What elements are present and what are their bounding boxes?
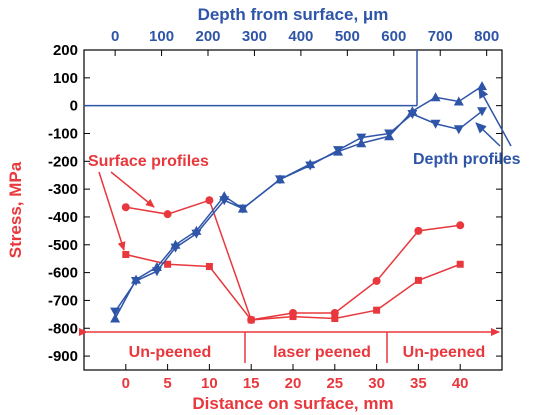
y-tick-label: -900 — [48, 348, 78, 365]
y-tick-label: 100 — [53, 70, 78, 87]
series-line — [114, 110, 483, 312]
data-point — [110, 307, 121, 317]
y-tick-label: -200 — [48, 153, 78, 170]
y-tick-label: -700 — [48, 292, 78, 309]
y-tick-label: -600 — [48, 265, 78, 282]
x2-tick-label: 600 — [381, 28, 406, 45]
data-point — [373, 306, 381, 314]
x2-tick-label: 300 — [242, 28, 267, 45]
data-point — [414, 226, 423, 235]
y-axis: 200 100 0 -100 -200 -300 -400 -500 -600 -700 -800 -… — [48, 42, 502, 365]
depth-series — [110, 107, 488, 317]
data-point — [121, 203, 130, 212]
surface-series — [121, 196, 465, 324]
x-tick-label: 30 — [368, 375, 385, 392]
x-tick-label: 0 — [122, 375, 130, 392]
y-tick-label: -500 — [48, 237, 78, 254]
data-point — [430, 119, 441, 129]
x-tick-label: 25 — [326, 375, 343, 392]
x-tick-label: 35 — [410, 375, 427, 392]
depth-pointer — [475, 122, 501, 147]
data-point — [456, 260, 464, 268]
data-point — [407, 110, 418, 119]
x2-tick-label: 500 — [335, 28, 360, 45]
data-point — [477, 81, 488, 91]
region-label-laser-peened: laser peened — [273, 344, 371, 361]
data-point — [110, 313, 121, 323]
y-tick-label: -800 — [48, 320, 78, 337]
data-point — [164, 260, 172, 268]
data-point — [274, 175, 285, 185]
x2-tick-label: 100 — [149, 28, 174, 45]
depth-profiles-label: Depth profiles — [413, 151, 521, 168]
x-tick-label: 10 — [201, 375, 218, 392]
surface-annotation: Surface profiles — [88, 153, 209, 251]
depth-annotation: Depth profiles — [413, 87, 521, 168]
y-tick-label: -300 — [48, 181, 78, 198]
data-point — [477, 107, 488, 117]
data-point — [289, 313, 297, 321]
region-bar: Un-peened laser peened Un-peened — [79, 328, 500, 363]
data-point — [205, 262, 213, 270]
data-point — [131, 276, 142, 286]
y-axis-label: Stress, MPa — [6, 161, 25, 258]
data-point — [453, 125, 464, 135]
data-point — [430, 92, 441, 102]
y-tick-label: -100 — [48, 125, 78, 142]
surface-series — [122, 251, 464, 324]
x2-tick-label: 700 — [428, 28, 453, 45]
y-tick-label: 0 — [70, 98, 78, 115]
series-line — [125, 199, 461, 321]
data-point — [453, 96, 464, 106]
depth-pointer — [478, 87, 512, 147]
data-point — [247, 316, 255, 324]
data-point — [330, 308, 339, 317]
x2-tick-label: 800 — [474, 28, 499, 45]
data-point — [356, 133, 367, 143]
x-tick-label: 40 — [452, 375, 469, 392]
x-tick-label: 15 — [243, 375, 260, 392]
x2-tick-label: 0 — [111, 28, 119, 45]
data-point — [456, 221, 465, 230]
data-point — [237, 204, 248, 214]
data-point — [191, 229, 202, 239]
y-tick-label: 200 — [53, 42, 78, 59]
data-point — [305, 161, 316, 171]
data-point — [219, 196, 230, 206]
data-point — [163, 210, 172, 219]
surface-profiles-label: Surface profiles — [88, 153, 209, 170]
x-tick-label: 5 — [163, 375, 171, 392]
region-label-unpeened-right: Un-peened — [403, 344, 486, 361]
data-point — [331, 315, 339, 323]
surface-pointer — [110, 171, 155, 208]
data-point — [372, 276, 381, 285]
depth-series — [110, 81, 488, 323]
data-point — [205, 196, 214, 205]
y-tick-label: -400 — [48, 209, 78, 226]
data-point — [384, 129, 395, 139]
data-point — [170, 243, 181, 253]
data-point — [122, 251, 130, 259]
x-tick-label: 20 — [285, 375, 302, 392]
series-line — [114, 85, 483, 319]
surface-pointer — [98, 171, 126, 251]
x2-tick-label: 400 — [288, 28, 313, 45]
data-point — [151, 267, 162, 277]
x-axis-bottom: 0 5 10 15 20 25 30 35 40 — [122, 364, 469, 392]
x-axis-top: 0 100 200 300 400 500 600 700 800 — [111, 28, 499, 56]
region-label-unpeened-left: Un-peened — [129, 344, 212, 361]
x-axis-label-bottom: Distance on surface, mm — [192, 394, 393, 413]
x-axis-label-top: Depth from surface, μm — [198, 5, 389, 24]
series-layer — [110, 81, 488, 324]
data-point — [333, 146, 344, 156]
x2-tick-label: 200 — [195, 28, 220, 45]
data-point — [356, 138, 367, 148]
data-point — [414, 276, 422, 284]
